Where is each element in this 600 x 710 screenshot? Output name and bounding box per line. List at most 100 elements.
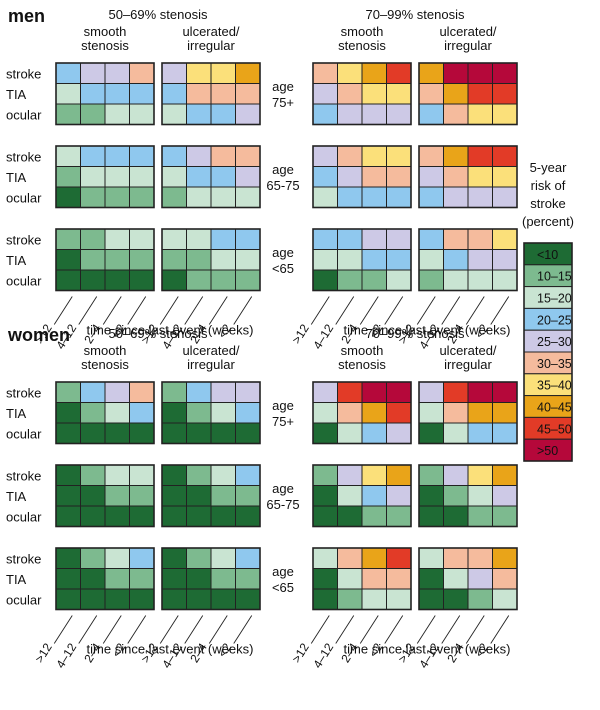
tick-leader (416, 615, 436, 644)
heatmap-cell (55, 547, 81, 569)
heatmap-cell (235, 83, 261, 105)
plaque-type-line: ulcerated/ (439, 343, 496, 358)
heatmap-cell (186, 62, 212, 84)
legend-label: 25–30 (537, 335, 572, 349)
heatmap-cell (467, 103, 493, 125)
heatmap-cell (467, 464, 493, 486)
heatmap-cell (312, 269, 338, 291)
heatmap-cell (418, 464, 444, 486)
tick-leader (359, 615, 379, 644)
heatmap-cell (443, 186, 469, 208)
heatmap-cell (337, 62, 363, 84)
heatmap-cell (361, 402, 387, 424)
heatmap-cell (104, 62, 130, 84)
row-label-stroke: stroke (6, 551, 41, 566)
legend-label: 10–15 (537, 270, 572, 284)
plaque-type-line: stenosis (81, 38, 129, 53)
heatmap-cell (129, 249, 155, 271)
tick-leader (465, 296, 485, 325)
age-label: age (272, 245, 294, 260)
heatmap-cell (418, 249, 444, 271)
row-label-TIA: TIA (6, 253, 27, 268)
heatmap-cell (55, 485, 81, 507)
heatmap-cell (55, 422, 81, 444)
heatmap-cell (361, 485, 387, 507)
age-label-value: <65 (272, 580, 294, 595)
heatmap-cell (386, 103, 412, 125)
x-tick-label: <2 (366, 640, 385, 659)
heatmap-cell (418, 103, 444, 125)
heatmap-cell (55, 83, 81, 105)
heatmap-cell (418, 381, 444, 403)
panel-border (55, 228, 155, 292)
legend-border (523, 242, 573, 462)
heatmap-cell (235, 269, 261, 291)
heatmap-cell (337, 568, 363, 590)
heatmap-cell (361, 186, 387, 208)
heatmap-cell (104, 228, 130, 250)
panel-border (161, 381, 261, 445)
heatmap-cell (129, 166, 155, 188)
heatmap-cell (312, 381, 338, 403)
heatmap-cell (361, 422, 387, 444)
heatmap-cell (210, 464, 236, 486)
heatmap-cell (129, 145, 155, 167)
panel-border (55, 547, 155, 611)
heatmap-cell (418, 269, 444, 291)
x-tick-label: 4–12 (310, 640, 336, 670)
tick-leader (233, 615, 253, 644)
age-label-value: 65-75 (266, 178, 299, 193)
heatmap-cell (161, 62, 187, 84)
age-label: age (272, 79, 294, 94)
heatmap-cell (418, 588, 444, 610)
heatmap-cell (186, 422, 212, 444)
panel-border (161, 547, 261, 611)
heatmap-cell (492, 145, 518, 167)
x-tick-label: >12 (32, 640, 55, 665)
heatmap-cell (55, 228, 81, 250)
plaque-type-header: ulcerated/irregular (439, 343, 496, 372)
tick-leader (441, 615, 461, 644)
heatmap-cell (386, 83, 412, 105)
heatmap-cell (337, 464, 363, 486)
stenosis-header: 70–99% stenosis (365, 326, 465, 341)
heatmap-cell (129, 103, 155, 125)
age-label: age (272, 564, 294, 579)
heatmap-cell (104, 269, 130, 291)
plaque-type-line: irregular (187, 357, 235, 372)
plaque-type-line: irregular (444, 357, 492, 372)
heatmap-cell (210, 485, 236, 507)
heatmap-cell (55, 186, 81, 208)
heatmap-cell (418, 83, 444, 105)
heatmap-cell (210, 588, 236, 610)
heatmap-cell (161, 485, 187, 507)
tick-leader (384, 615, 404, 644)
heatmap-cell (312, 464, 338, 486)
heatmap-cell (337, 269, 363, 291)
heatmap-cell (80, 269, 106, 291)
heatmap-cell (80, 505, 106, 527)
heatmap-cell (210, 145, 236, 167)
heatmap-cell (55, 269, 81, 291)
heatmap-cell (104, 186, 130, 208)
x-tick-label: 4–12 (53, 640, 79, 670)
age-label-value: <65 (272, 261, 294, 276)
heatmap-cell (443, 269, 469, 291)
heatmap-cell (55, 103, 81, 125)
x-tick-label: <2 (109, 640, 128, 659)
legend-title: 5-year risk of stroke (percent) (522, 160, 574, 229)
heatmap-cell (361, 381, 387, 403)
legend-label: 15–20 (537, 292, 572, 306)
heatmap-cell (361, 249, 387, 271)
heatmap-cell (129, 381, 155, 403)
heatmap-cell (467, 228, 493, 250)
heatmap-cell (161, 145, 187, 167)
heatmap-cell (386, 588, 412, 610)
heatmap-cell (312, 83, 338, 105)
tick-leader (53, 296, 73, 325)
heatmap-cell (492, 269, 518, 291)
plaque-type-line: smooth (341, 24, 384, 39)
x-tick-label: <2 (109, 321, 128, 340)
tick-leader (335, 296, 355, 325)
heatmap-cell (386, 166, 412, 188)
